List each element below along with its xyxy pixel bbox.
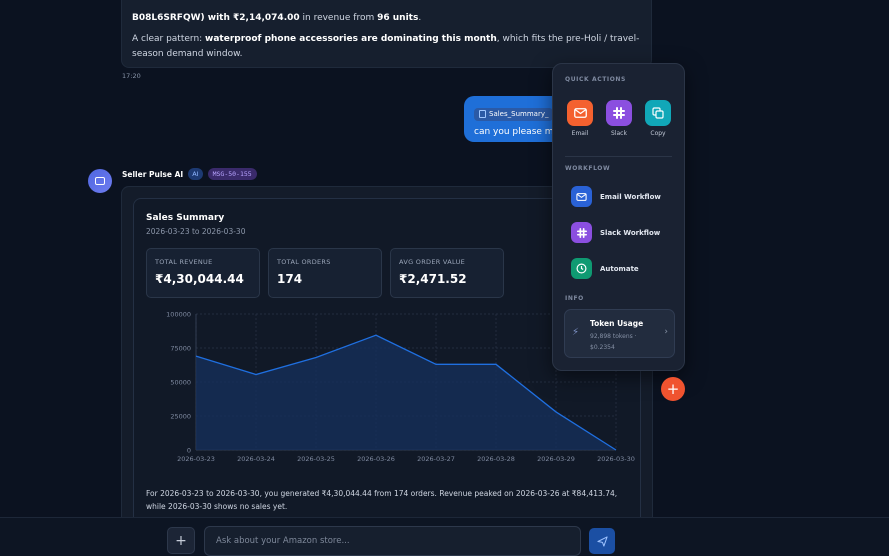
email-workflow-label: Email Workflow bbox=[600, 192, 661, 201]
attachment-name: Sales_Summary_ bbox=[489, 110, 549, 118]
divider bbox=[565, 156, 672, 157]
copy-icon bbox=[645, 100, 671, 126]
token-usage-card[interactable]: ⚡ Token Usage 92,898 tokens · $0.2354 › bbox=[564, 309, 675, 358]
copy-action-label: Copy bbox=[650, 130, 666, 137]
kpi-total-revenue: TOTAL REVENUE ₹4,30,044.44 bbox=[146, 248, 260, 298]
token-usage-details: 92,898 tokens · $0.2354 bbox=[590, 333, 637, 351]
series-line bbox=[195, 334, 617, 451]
email-action-button[interactable]: Email bbox=[566, 100, 594, 140]
bot-icon bbox=[95, 177, 105, 185]
slack-icon bbox=[571, 222, 592, 243]
message-timestamp: 17:20 bbox=[122, 72, 141, 80]
y-tick-label: 0 bbox=[187, 447, 191, 455]
user-message-text: can you please ma bbox=[474, 127, 560, 137]
x-tick-label: 2026-03-25 bbox=[297, 455, 335, 463]
y-tick-label: 100000 bbox=[166, 311, 191, 319]
automate-label: Automate bbox=[600, 264, 639, 273]
email-workflow-item[interactable]: Email Workflow bbox=[571, 186, 661, 207]
slack-workflow-label: Slack Workflow bbox=[600, 228, 661, 237]
chevron-right-icon: › bbox=[664, 327, 668, 337]
bot-name: Seller Pulse AI bbox=[122, 169, 184, 179]
token-usage-title: Token Usage bbox=[590, 319, 644, 328]
x-tick-label: 2026-03-28 bbox=[477, 455, 515, 463]
message-id-badge: MSG-50-155 bbox=[207, 168, 257, 180]
mail-icon bbox=[567, 100, 593, 126]
series-area bbox=[196, 335, 616, 450]
y-tick-label: 50000 bbox=[170, 379, 191, 387]
y-tick-label: 75000 bbox=[170, 345, 191, 353]
slack-workflow-item[interactable]: Slack Workflow bbox=[571, 222, 660, 243]
workflow-heading: WORKFLOW bbox=[565, 165, 611, 172]
x-tick-label: 2026-03-30 bbox=[597, 455, 635, 463]
previous-message-bubble: B08L6SRFQW) with ₹2,14,074.00 in revenue… bbox=[121, 0, 652, 68]
kpi-avg-order-value: AVG ORDER VALUE ₹2,471.52 bbox=[390, 248, 504, 298]
automate-item[interactable]: Automate bbox=[571, 258, 639, 279]
bot-avatar bbox=[88, 169, 112, 193]
kpi-label: AVG ORDER VALUE bbox=[399, 258, 466, 266]
previous-message-line-2: A clear pattern: waterproof phone access… bbox=[132, 34, 640, 59]
revenue-area-chart: 0 25000 50000 75000 100000 2026-03-23 2026-03-… bbox=[166, 311, 635, 464]
attachment-chip[interactable]: Sales_Summary_ bbox=[474, 107, 554, 121]
bot-header: Seller Pulse AI AI MSG-50-155 bbox=[122, 168, 257, 180]
kpi-total-orders: TOTAL ORDERS 174 bbox=[268, 248, 382, 298]
x-tick-label: 2026-03-23 bbox=[177, 455, 215, 463]
kpi-value: ₹2,471.52 bbox=[399, 272, 467, 286]
sales-summary-title: Sales Summary bbox=[146, 213, 225, 223]
send-button[interactable] bbox=[589, 528, 615, 554]
send-icon bbox=[596, 535, 608, 547]
sales-summary-date-range: 2026-03-23 to 2026-03-30 bbox=[146, 227, 246, 236]
kpi-value: 174 bbox=[277, 272, 303, 286]
chat-input[interactable] bbox=[204, 526, 581, 556]
x-tick-label: 2026-03-26 bbox=[357, 455, 395, 463]
sales-summary-text: For 2026-03-23 to 2026-03-30, you genera… bbox=[146, 489, 618, 511]
mail-icon bbox=[571, 186, 592, 207]
x-tick-label: 2026-03-29 bbox=[537, 455, 575, 463]
y-tick-label: 25000 bbox=[170, 413, 191, 421]
previous-message-line-1: B08L6SRFQW) with ₹2,14,074.00 in revenue… bbox=[132, 13, 422, 23]
info-heading: INFO bbox=[565, 295, 584, 302]
floating-add-button[interactable]: + bbox=[661, 377, 685, 401]
slack-icon bbox=[606, 100, 632, 126]
quick-actions-panel: QUICK ACTIONS Email Slack Copy WORKFLOW … bbox=[552, 63, 685, 371]
file-icon bbox=[479, 110, 486, 118]
clock-icon bbox=[571, 258, 592, 279]
kpi-value: ₹4,30,044.44 bbox=[155, 272, 244, 286]
kpi-label: TOTAL REVENUE bbox=[155, 258, 213, 266]
copy-action-button[interactable]: Copy bbox=[644, 100, 672, 140]
ai-badge: AI bbox=[188, 168, 203, 180]
slack-action-label: Slack bbox=[611, 130, 627, 137]
bolt-icon: ⚡ bbox=[572, 327, 580, 338]
slack-action-button[interactable]: Slack bbox=[605, 100, 633, 140]
kpi-label: TOTAL ORDERS bbox=[277, 258, 331, 266]
quick-actions-heading: QUICK ACTIONS bbox=[565, 76, 626, 83]
x-tick-label: 2026-03-27 bbox=[417, 455, 455, 463]
attach-button[interactable]: + bbox=[167, 527, 195, 554]
x-tick-label: 2026-03-24 bbox=[237, 455, 275, 463]
email-action-label: Email bbox=[571, 130, 589, 137]
